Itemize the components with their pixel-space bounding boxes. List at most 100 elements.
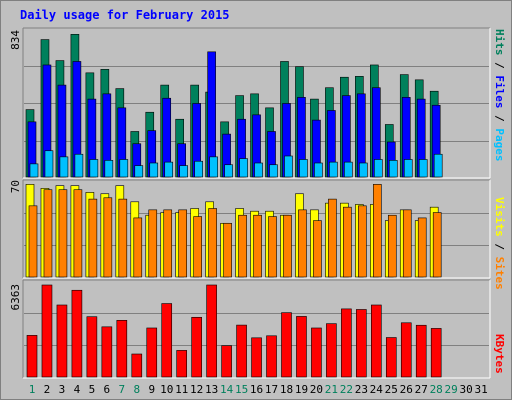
visits-ymax-label: 70	[9, 180, 22, 193]
kbytes-bar-2	[41, 284, 53, 378]
hits-ymax-label: 834	[9, 30, 22, 50]
kbytes-bar-27	[415, 324, 427, 378]
sites-bar-9	[148, 209, 158, 278]
sites-bar-20	[313, 220, 322, 278]
kbytes-bar-3	[56, 304, 68, 378]
x-tick-label: 29	[445, 383, 458, 396]
kbytes-bar-6	[101, 326, 113, 378]
pages-bar-6	[104, 160, 114, 178]
kbytes-bar-17	[266, 335, 277, 378]
pages-bar-10	[164, 161, 174, 178]
x-tick-label: 13	[205, 383, 218, 396]
kbytes-bar-15	[236, 324, 247, 378]
kbytes-bar-23	[356, 309, 367, 378]
pages-bar-2	[44, 150, 54, 178]
x-tick-label: 19	[295, 383, 308, 396]
sites-bar-27	[417, 217, 427, 278]
pages-bar-14	[224, 164, 233, 178]
kbytes-bar-5	[86, 316, 98, 378]
pages-bar-1	[29, 163, 39, 178]
x-tick-label: 23	[355, 383, 368, 396]
sites-bar-22	[343, 206, 352, 278]
sites-bar-10	[163, 209, 173, 278]
pages-bar-19	[299, 159, 308, 178]
x-tick-label: 10	[160, 383, 173, 396]
kbytes-bar-22	[341, 308, 352, 378]
chart-title: Daily usage for February 2015	[20, 8, 230, 22]
kbytes-bar-13	[206, 284, 217, 378]
sites-bar-2	[43, 189, 53, 278]
pages-bar-5	[89, 159, 99, 178]
sites-bar-17	[268, 216, 277, 278]
kbytes-bar-28	[430, 328, 442, 378]
sites-bar-5	[88, 198, 98, 278]
sites-bar-14	[223, 222, 232, 278]
pages-bar-24	[374, 159, 383, 178]
pages-bar-18	[284, 155, 293, 178]
x-tick-label: 27	[415, 383, 428, 396]
sites-bar-24	[373, 184, 382, 278]
sites-bar-1	[28, 205, 38, 278]
kbytes-bar-16	[251, 337, 262, 378]
pages-bar-4	[74, 153, 84, 178]
x-tick-label: 14	[220, 383, 234, 396]
pages-bar-7	[119, 159, 129, 178]
kbytes-bar-10	[161, 303, 173, 378]
x-tick-label: 26	[400, 383, 413, 396]
kbytes-bar-21	[326, 323, 337, 378]
x-tick-label: 28	[430, 383, 443, 396]
x-tick-label: 2	[44, 383, 51, 396]
pages-bar-22	[344, 161, 353, 178]
kbytes-bar-9	[146, 327, 158, 378]
legend-hits-files-pages: Hits / Files / Pages	[493, 29, 506, 162]
pages-bar-8	[134, 165, 144, 178]
legend-kbytes: KBytes	[493, 334, 506, 374]
x-tick-label: 3	[59, 383, 66, 396]
sites-bar-4	[73, 189, 83, 278]
x-tick-label: 6	[104, 383, 111, 396]
x-tick-label: 11	[175, 383, 188, 396]
sites-bar-25	[387, 214, 397, 278]
x-tick-label: 4	[74, 383, 81, 396]
pages-bar-11	[179, 165, 188, 178]
sites-bar-26	[402, 209, 412, 278]
kbytes-bar-20	[311, 327, 322, 378]
sites-bar-16	[253, 214, 262, 278]
pages-bar-21	[329, 161, 338, 178]
x-tick-label: 18	[280, 383, 293, 396]
x-tick-label: 25	[385, 383, 398, 396]
x-tick-label: 12	[190, 383, 203, 396]
pages-bar-13	[209, 156, 218, 178]
pages-bar-20	[314, 162, 323, 178]
x-tick-label: 17	[265, 383, 278, 396]
pages-bar-16	[254, 162, 263, 178]
x-tick-label: 8	[133, 383, 140, 396]
legend-pages: Pages	[493, 128, 506, 161]
kbytes-bar-26	[400, 322, 412, 378]
sites-bar-12	[193, 216, 202, 278]
pages-bar-23	[359, 162, 368, 178]
x-tick-label: 9	[148, 383, 155, 396]
sites-bar-18	[283, 214, 292, 278]
kbytes-bar-11	[176, 350, 187, 378]
x-tick-label: 20	[310, 383, 323, 396]
legend-kbytes: KBytes	[493, 334, 506, 374]
x-tick-label: 7	[119, 383, 126, 396]
kbytes-bar-4	[71, 289, 83, 378]
legend-hits: Hits	[493, 29, 506, 56]
kbytes-bar-7	[116, 320, 128, 378]
x-tick-label: 24	[370, 383, 384, 396]
x-tick-label: 21	[325, 383, 338, 396]
kbytes-bar-8	[131, 353, 143, 378]
x-tick-label: 16	[250, 383, 263, 396]
kbytes-bar-24	[371, 304, 382, 378]
kbytes-bar-18	[281, 312, 292, 378]
sites-bar-28	[432, 212, 442, 278]
kbytes-bar-19	[296, 316, 307, 378]
sites-bar-3	[58, 189, 68, 278]
sites-bar-8	[133, 217, 143, 278]
sites-bar-11	[178, 209, 187, 278]
pages-bar-26	[403, 159, 413, 178]
sites-bar-13	[208, 208, 217, 278]
